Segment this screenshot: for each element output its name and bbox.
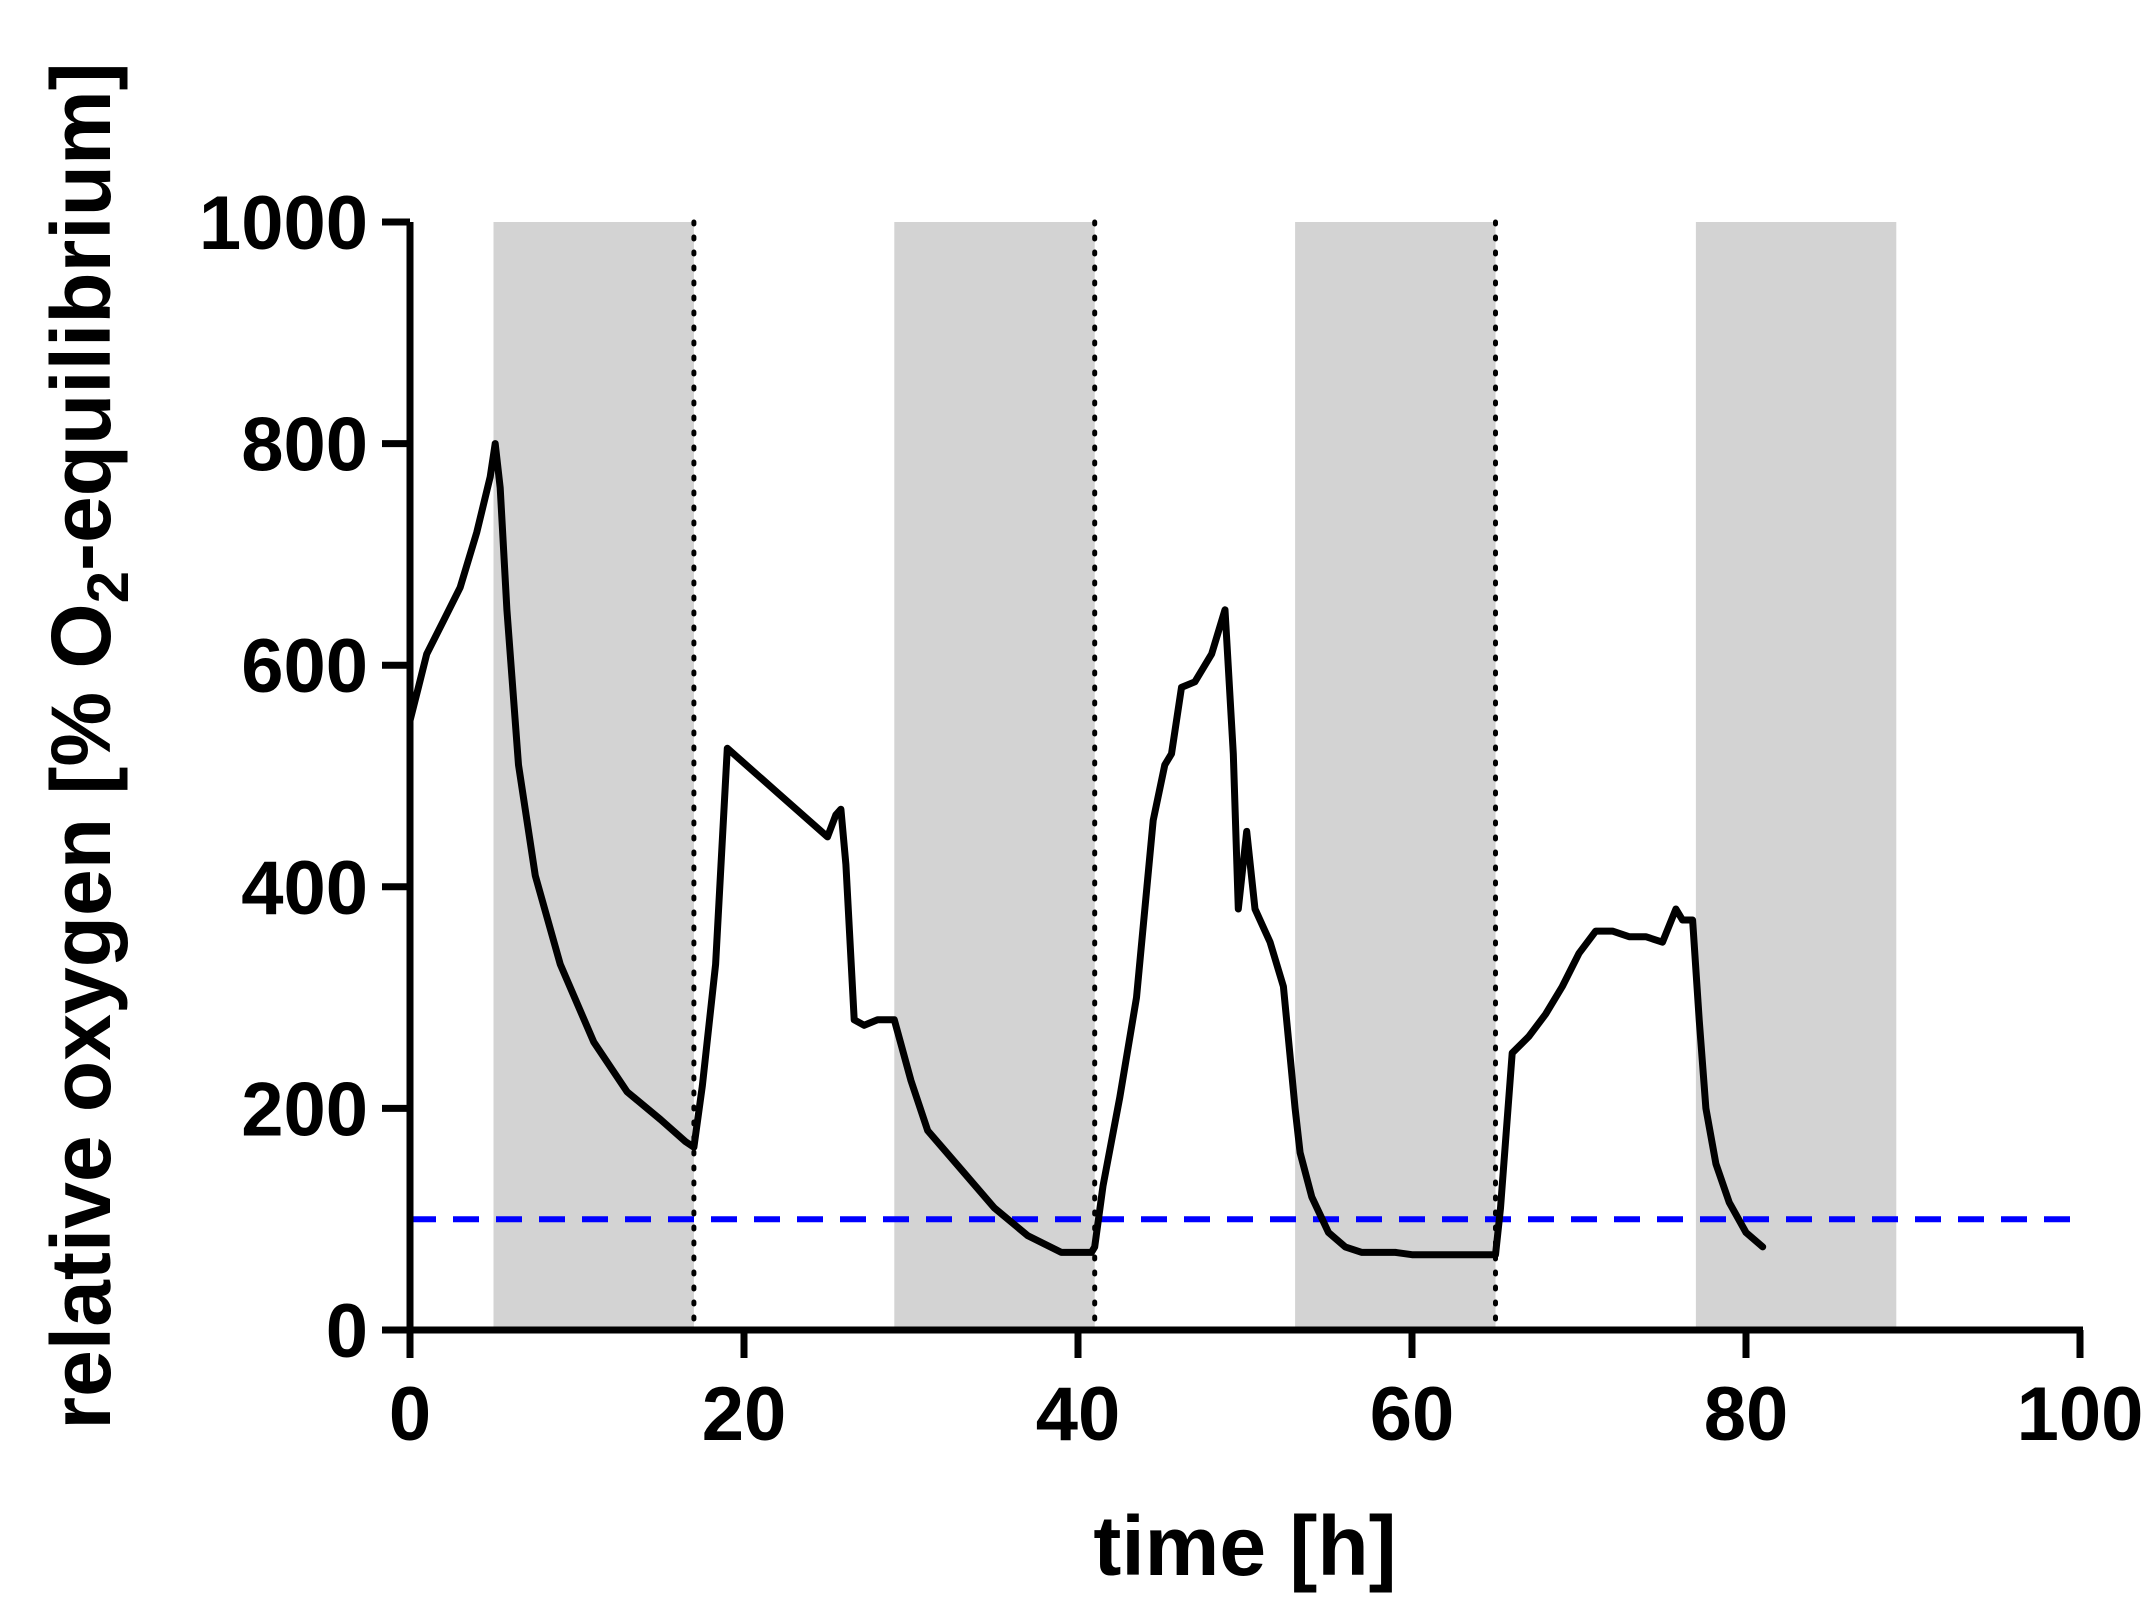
y-tick-label-1000: 1000 xyxy=(199,181,368,266)
x-tick-label-60: 60 xyxy=(1370,1372,1455,1457)
x-tick-label-20: 20 xyxy=(702,1372,787,1457)
shaded-intervals xyxy=(493,222,1897,1330)
y-axis-title-suffix: -equilibrium] xyxy=(34,62,128,571)
shaded-interval-1 xyxy=(894,222,1095,1330)
oxygen-series-line xyxy=(406,440,1767,1259)
y-tick-label-200: 200 xyxy=(241,1067,368,1152)
x-tick-label-0: 0 xyxy=(389,1372,431,1457)
y-axis-title-prefix: relative oxygen [% O xyxy=(34,603,128,1429)
y-tick-label-600: 600 xyxy=(241,624,368,709)
x-tick-label-40: 40 xyxy=(1036,1372,1121,1457)
y-axis-title-subscript: 2 xyxy=(76,571,141,603)
y-tick-label-0: 0 xyxy=(326,1289,368,1374)
axes xyxy=(406,222,2083,1334)
x-axis-title: time [h] xyxy=(1093,1499,1396,1593)
shaded-interval-3 xyxy=(1695,222,1897,1330)
dotted-dividers xyxy=(691,219,1498,1333)
shaded-interval-2 xyxy=(1295,222,1496,1330)
x-axis-ticks: 0 20 40 60 80 100 xyxy=(389,1330,2144,1457)
x-tick-label-100: 100 xyxy=(2017,1372,2144,1457)
shaded-interval-0 xyxy=(493,222,694,1330)
y-tick-label-400: 400 xyxy=(241,846,368,931)
y-tick-label-800: 800 xyxy=(241,403,368,488)
y-axis-title: relative oxygen [% O2-equilibrium] xyxy=(34,62,141,1429)
x-tick-label-80: 80 xyxy=(1704,1372,1789,1457)
y-axis-ticks: 0 200 400 600 800 1000 xyxy=(199,181,410,1374)
